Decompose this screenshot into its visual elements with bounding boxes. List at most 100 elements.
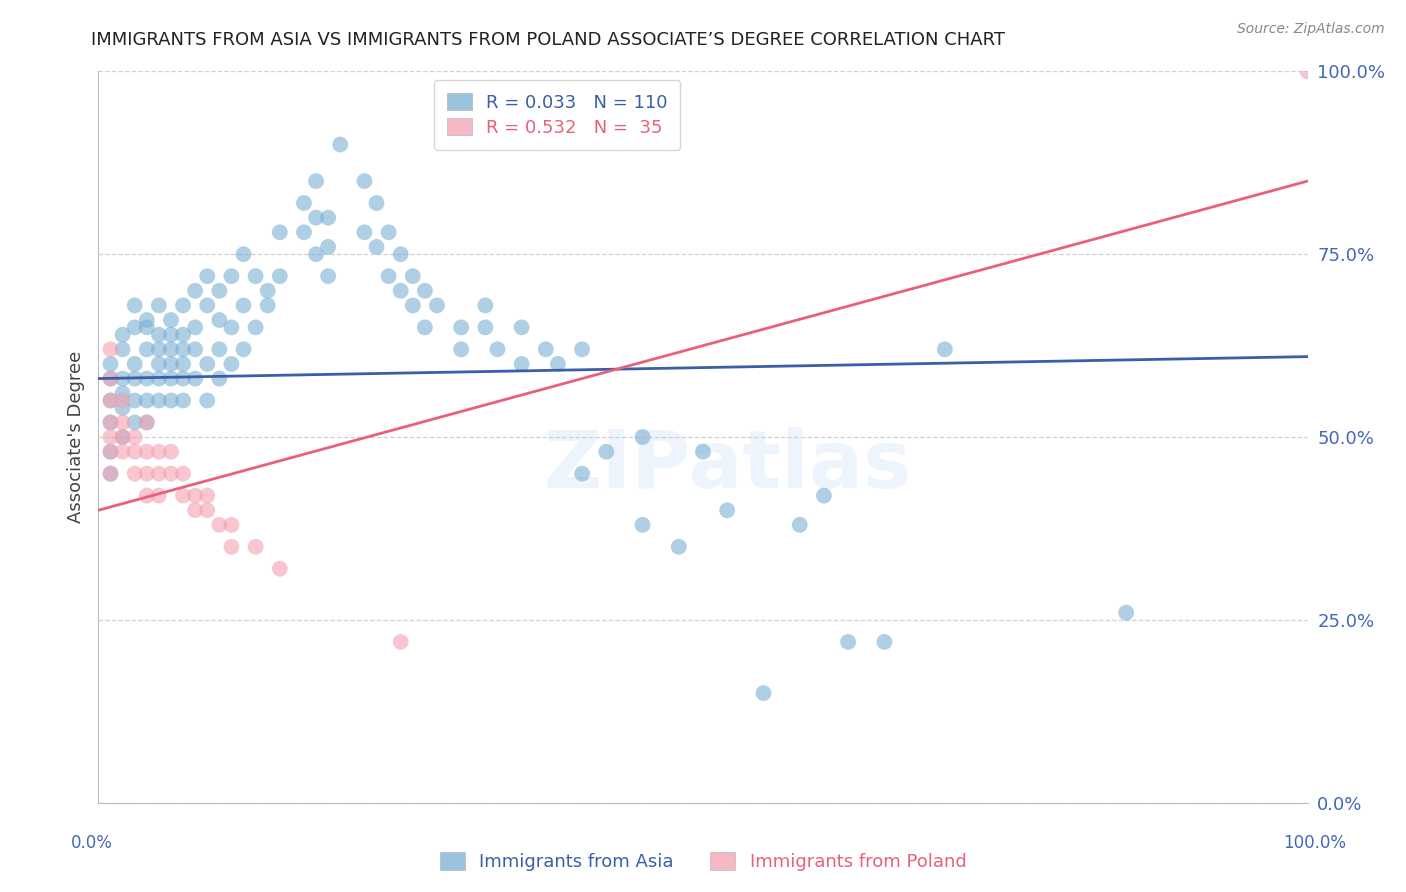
Point xyxy=(668,540,690,554)
Point xyxy=(111,371,134,385)
Point xyxy=(124,393,146,408)
Point xyxy=(195,489,218,503)
Point xyxy=(195,269,218,284)
Point xyxy=(100,393,122,408)
Point xyxy=(256,284,278,298)
Point xyxy=(184,371,207,385)
Point xyxy=(232,343,254,357)
Point xyxy=(245,540,267,554)
Point xyxy=(100,416,122,430)
Point xyxy=(100,444,122,458)
Point xyxy=(389,284,412,298)
Point xyxy=(100,343,122,357)
Point xyxy=(269,225,291,239)
Point xyxy=(148,298,170,312)
Point xyxy=(366,240,388,254)
Point xyxy=(111,430,134,444)
Point xyxy=(111,386,134,401)
Point xyxy=(195,298,218,312)
Point xyxy=(221,320,243,334)
Point xyxy=(631,517,654,532)
Point xyxy=(316,211,339,225)
Point xyxy=(195,393,218,408)
Point xyxy=(389,247,412,261)
Point xyxy=(873,635,896,649)
Point xyxy=(100,393,122,408)
Point xyxy=(571,343,593,357)
Point xyxy=(195,503,218,517)
Point xyxy=(377,225,399,239)
Point xyxy=(329,137,352,152)
Point xyxy=(510,320,533,334)
Point xyxy=(269,269,291,284)
Point xyxy=(221,357,243,371)
Point xyxy=(208,343,231,357)
Point xyxy=(547,357,569,371)
Legend: Immigrants from Asia, Immigrants from Poland: Immigrants from Asia, Immigrants from Po… xyxy=(433,846,973,879)
Y-axis label: Associate's Degree: Associate's Degree xyxy=(66,351,84,524)
Point xyxy=(208,284,231,298)
Point xyxy=(366,196,388,211)
Point xyxy=(305,211,328,225)
Point xyxy=(716,503,738,517)
Point xyxy=(124,371,146,385)
Point xyxy=(172,467,194,481)
Point xyxy=(160,313,183,327)
Point xyxy=(124,430,146,444)
Point xyxy=(245,320,267,334)
Point xyxy=(316,269,339,284)
Point xyxy=(232,298,254,312)
Point xyxy=(135,467,157,481)
Point xyxy=(402,298,425,312)
Point xyxy=(111,343,134,357)
Point xyxy=(172,343,194,357)
Point xyxy=(100,371,122,385)
Text: 0.0%: 0.0% xyxy=(70,834,112,852)
Point xyxy=(474,298,496,312)
Point xyxy=(353,174,375,188)
Point xyxy=(124,467,146,481)
Point xyxy=(124,320,146,334)
Point xyxy=(221,517,243,532)
Point xyxy=(135,416,157,430)
Point xyxy=(124,416,146,430)
Point xyxy=(111,401,134,415)
Point xyxy=(148,489,170,503)
Point xyxy=(148,327,170,342)
Point xyxy=(184,343,207,357)
Point xyxy=(172,357,194,371)
Point xyxy=(402,269,425,284)
Point xyxy=(837,635,859,649)
Point xyxy=(184,503,207,517)
Point xyxy=(160,467,183,481)
Text: ZIPatlas: ZIPatlas xyxy=(543,427,911,506)
Point xyxy=(135,343,157,357)
Point xyxy=(245,269,267,284)
Point xyxy=(1296,64,1319,78)
Point xyxy=(160,327,183,342)
Point xyxy=(256,298,278,312)
Point xyxy=(160,371,183,385)
Point xyxy=(148,371,170,385)
Point xyxy=(135,371,157,385)
Point xyxy=(160,343,183,357)
Point xyxy=(148,444,170,458)
Point xyxy=(221,540,243,554)
Point xyxy=(148,393,170,408)
Point xyxy=(100,467,122,481)
Point xyxy=(413,284,436,298)
Point xyxy=(111,327,134,342)
Point xyxy=(208,313,231,327)
Legend: R = 0.033   N = 110, R = 0.532   N =  35: R = 0.033 N = 110, R = 0.532 N = 35 xyxy=(434,80,681,150)
Point xyxy=(208,371,231,385)
Point xyxy=(269,562,291,576)
Point xyxy=(292,196,315,211)
Point xyxy=(148,357,170,371)
Point xyxy=(934,343,956,357)
Text: 100.0%: 100.0% xyxy=(1284,834,1346,852)
Point xyxy=(135,489,157,503)
Point xyxy=(172,298,194,312)
Point xyxy=(100,357,122,371)
Point xyxy=(631,430,654,444)
Point xyxy=(135,320,157,334)
